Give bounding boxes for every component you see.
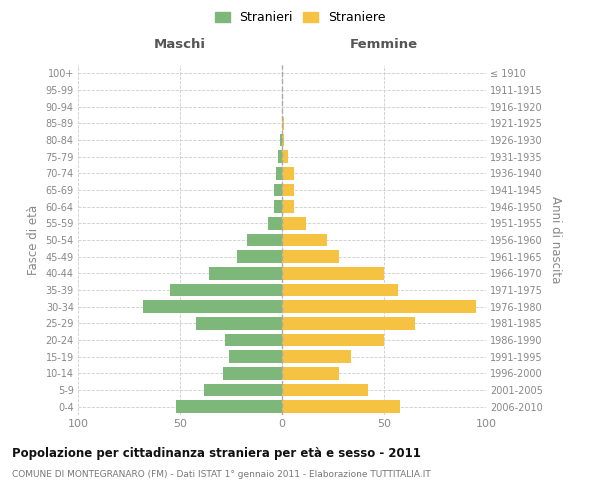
Bar bbox=[278, 150, 282, 163]
Bar bbox=[282, 317, 415, 330]
Bar bbox=[282, 200, 294, 213]
Bar bbox=[237, 250, 282, 263]
Bar bbox=[196, 317, 282, 330]
Y-axis label: Fasce di età: Fasce di età bbox=[27, 205, 40, 275]
Y-axis label: Anni di nascita: Anni di nascita bbox=[550, 196, 562, 284]
Bar bbox=[282, 250, 339, 263]
Bar bbox=[282, 117, 284, 130]
Bar bbox=[282, 400, 400, 413]
Text: COMUNE DI MONTEGRANARO (FM) - Dati ISTAT 1° gennaio 2011 - Elaborazione TUTTITAL: COMUNE DI MONTEGRANARO (FM) - Dati ISTAT… bbox=[12, 470, 431, 479]
Bar bbox=[176, 400, 282, 413]
Bar bbox=[282, 217, 307, 230]
Bar bbox=[268, 217, 282, 230]
Bar bbox=[170, 284, 282, 296]
Bar bbox=[282, 367, 339, 380]
Bar bbox=[282, 284, 398, 296]
Bar bbox=[276, 167, 282, 179]
Bar bbox=[282, 234, 327, 246]
Bar bbox=[280, 134, 282, 146]
Bar bbox=[229, 350, 282, 363]
Bar bbox=[282, 150, 288, 163]
Bar bbox=[223, 367, 282, 380]
Bar bbox=[282, 384, 368, 396]
Bar bbox=[247, 234, 282, 246]
Bar bbox=[282, 334, 384, 346]
Bar bbox=[282, 267, 384, 280]
Bar bbox=[143, 300, 282, 313]
Bar bbox=[282, 350, 352, 363]
Bar bbox=[209, 267, 282, 280]
Bar bbox=[225, 334, 282, 346]
Bar bbox=[205, 384, 282, 396]
Bar bbox=[282, 300, 476, 313]
Bar bbox=[282, 134, 284, 146]
Bar bbox=[282, 167, 294, 179]
Bar bbox=[282, 184, 294, 196]
Bar bbox=[274, 200, 282, 213]
Legend: Stranieri, Straniere: Stranieri, Straniere bbox=[212, 8, 388, 26]
Bar bbox=[274, 184, 282, 196]
Text: Femmine: Femmine bbox=[350, 38, 418, 51]
Text: Maschi: Maschi bbox=[154, 38, 206, 51]
Text: Popolazione per cittadinanza straniera per età e sesso - 2011: Popolazione per cittadinanza straniera p… bbox=[12, 448, 421, 460]
